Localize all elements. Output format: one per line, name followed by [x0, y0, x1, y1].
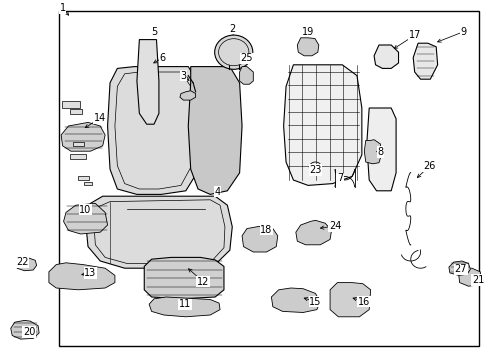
Text: 6: 6 [160, 53, 165, 63]
Polygon shape [242, 226, 277, 252]
Polygon shape [107, 67, 200, 194]
Polygon shape [149, 297, 220, 317]
Text: 16: 16 [357, 297, 370, 307]
Text: 20: 20 [23, 327, 36, 337]
Text: 13: 13 [84, 268, 97, 278]
Text: 24: 24 [328, 221, 341, 231]
Polygon shape [283, 65, 361, 185]
Polygon shape [271, 288, 320, 312]
Polygon shape [180, 91, 195, 100]
Polygon shape [364, 140, 381, 164]
Bar [83, 182, 92, 185]
Polygon shape [49, 263, 115, 290]
Polygon shape [329, 283, 370, 317]
Bar [70, 154, 86, 159]
Polygon shape [448, 261, 469, 275]
Polygon shape [412, 43, 437, 79]
Text: 22: 22 [16, 257, 28, 267]
Text: 19: 19 [301, 27, 314, 37]
Bar [73, 142, 83, 146]
Ellipse shape [214, 35, 252, 69]
Text: 15: 15 [308, 297, 321, 307]
Bar [78, 176, 88, 180]
Polygon shape [297, 38, 318, 56]
Text: 18: 18 [260, 225, 272, 235]
Text: 25: 25 [240, 53, 253, 63]
Text: 10: 10 [79, 204, 92, 215]
Text: 1: 1 [60, 3, 65, 13]
Text: 8: 8 [377, 147, 383, 157]
Polygon shape [144, 257, 224, 299]
Polygon shape [373, 45, 398, 68]
Text: 3: 3 [180, 71, 186, 81]
Polygon shape [458, 268, 481, 286]
Polygon shape [85, 196, 232, 268]
Polygon shape [11, 320, 39, 339]
Text: 9: 9 [460, 27, 466, 37]
Text: 4: 4 [214, 186, 220, 197]
Text: 12: 12 [196, 276, 209, 287]
Polygon shape [188, 67, 242, 194]
Text: 7: 7 [336, 173, 342, 183]
Text: 23: 23 [308, 165, 321, 175]
Polygon shape [239, 67, 253, 84]
Text: 11: 11 [178, 299, 191, 309]
Bar [69, 109, 81, 114]
Text: 2: 2 [229, 24, 235, 34]
Polygon shape [63, 203, 107, 234]
Polygon shape [61, 122, 105, 151]
Bar [61, 101, 80, 108]
Polygon shape [16, 257, 37, 271]
Polygon shape [366, 108, 395, 191]
Text: 26: 26 [422, 161, 435, 171]
Text: 27: 27 [453, 264, 466, 274]
Text: 21: 21 [471, 275, 484, 285]
Text: 14: 14 [94, 113, 106, 123]
Text: 5: 5 [151, 27, 157, 37]
Polygon shape [295, 220, 331, 245]
Bar [59, 11, 478, 346]
Polygon shape [137, 40, 159, 124]
Text: 17: 17 [407, 30, 420, 40]
